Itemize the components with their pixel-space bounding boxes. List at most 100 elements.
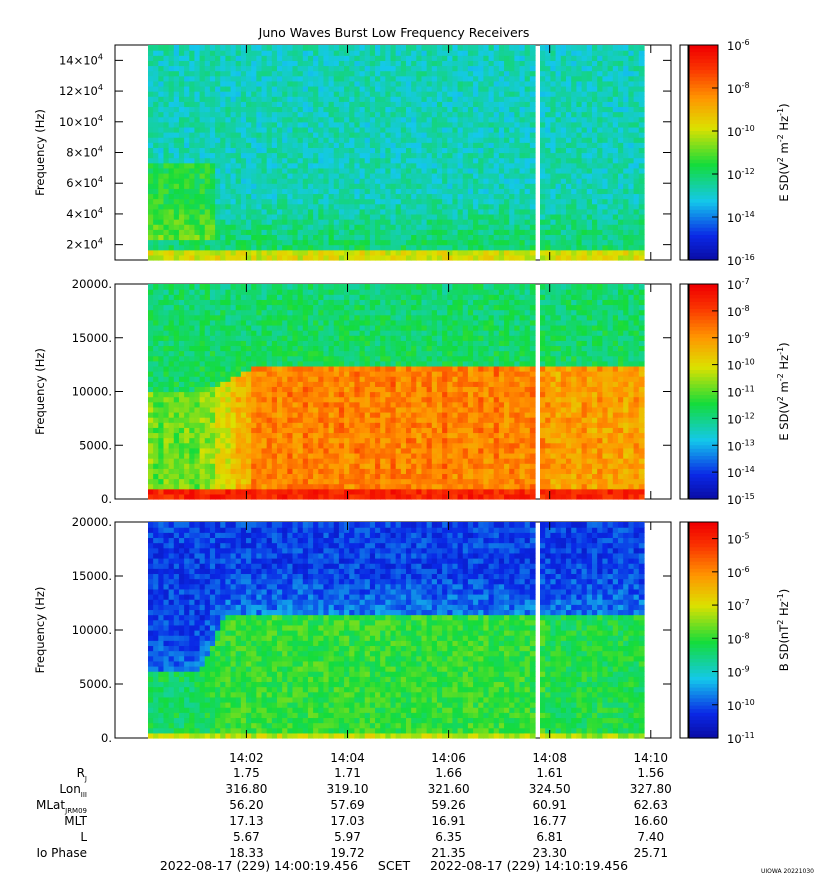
colorbar-cell [689, 145, 718, 150]
colorbar-cell [689, 547, 718, 552]
colorbar-cell [689, 62, 718, 68]
colorbar-cell [689, 608, 718, 613]
colorbar-cell [689, 316, 718, 321]
colorbar-cell [689, 532, 718, 537]
colorbar-cell [689, 594, 718, 599]
colorbar-cell [689, 177, 718, 182]
colorbar-cell [689, 52, 718, 57]
colorbar-cell [689, 84, 718, 89]
colorbar-cell [689, 550, 718, 555]
colorbar-cell [689, 105, 718, 111]
colorbar-cell [689, 323, 718, 328]
colorbar-cell [689, 395, 718, 400]
colorbar-cell [689, 91, 718, 96]
colorbar-cell [689, 601, 718, 606]
colorbar-cell [689, 554, 718, 559]
colorbar-cell [689, 213, 718, 218]
ephemeris-value: 21.35 [431, 846, 465, 860]
y-axis-label: Frequency (Hz) [33, 587, 47, 674]
colorbar-cell [689, 355, 718, 360]
colorbar-cell [689, 727, 718, 732]
colorbar-cell [689, 438, 718, 443]
colorbar-cell [689, 586, 718, 591]
colorbar-cell [689, 597, 718, 602]
colorbar-cell [689, 284, 718, 289]
ephemeris-value: 7.40 [637, 830, 664, 844]
colorbar-cell [689, 191, 718, 197]
colorbar-frame [688, 44, 719, 261]
colorbar-cell [689, 134, 718, 139]
colorbar-cell [689, 658, 718, 663]
colorbar-cell [689, 402, 718, 407]
colorbar-label: E SD(V2 m-2 Hz-1) [776, 342, 791, 440]
colorbar-cell [689, 116, 718, 121]
colorbar-cell [689, 448, 718, 454]
colorbar-cell [689, 536, 718, 541]
colorbar-cell [689, 242, 718, 247]
chart-title: Juno Waves Burst Low Frequency Receivers [258, 25, 530, 40]
colorbar-tick-label: 10-10 [727, 124, 755, 139]
colorbar-cell [689, 220, 718, 225]
ephemeris-value: 57.69 [330, 798, 364, 812]
colorbar-cell [689, 291, 718, 296]
panel-2: 0. 5000. 10000. 15000. 20000. Frequency (Hz) 1… [33, 277, 791, 507]
y-tick-label: 20000. [72, 515, 112, 529]
ephemeris-value: 19.72 [330, 846, 364, 860]
colorbar-tick-label: 10-15 [727, 492, 755, 507]
colorbar-cell [689, 298, 718, 303]
y-tick-label: 2×104 [66, 237, 103, 252]
colorbar-cell [689, 366, 718, 371]
colorbar-tick-label: 10-14 [727, 210, 755, 225]
colorbar-cell [689, 370, 718, 375]
colorbar-cell [689, 163, 718, 168]
spectrogram-cells [148, 522, 645, 739]
colorbar-cell [689, 579, 718, 584]
ephemeris-value: 62.63 [634, 798, 668, 812]
colorbar-cell [689, 341, 718, 346]
y-tick-label: 6×104 [66, 175, 103, 190]
colorbar-cell [689, 152, 718, 157]
x-tick-label: 14:08 [532, 751, 567, 765]
colorbar-cell [689, 384, 718, 389]
colorbar-cell [689, 705, 718, 710]
colorbar-tick-label: 10-8 [727, 631, 750, 646]
colorbar-tick-label: 10-11 [727, 731, 755, 746]
colorbar-cell [689, 55, 718, 60]
ephemeris-value: 56.20 [229, 798, 263, 812]
ephemeris-value: 1.66 [435, 766, 462, 780]
colorbar-cell [689, 463, 718, 468]
colorbar-cell [689, 166, 718, 172]
y-tick-label: 0. [101, 731, 112, 745]
ephemeris-row-label: MLT [64, 814, 87, 828]
colorbar-cell [689, 416, 718, 421]
colorbar-cell [689, 651, 718, 656]
colorbar-cell [689, 252, 718, 258]
colorbar-cell [689, 245, 718, 250]
ephemeris-value: 1.75 [233, 766, 260, 780]
ephemeris-value: 59.26 [431, 798, 465, 812]
colorbar-cell [689, 102, 718, 107]
colorbar-cell [689, 359, 718, 364]
colorbar: 10-7 10-8 10-9 10-10 10-11 10-12 10-13 10-14 10-… [679, 277, 791, 507]
colorbar: 10-5 10-6 10-7 10-8 10-9 10-10 10-11 B SD(nT2 H… [679, 521, 791, 746]
colorbar-label: E SD(V2 m-2 Hz-1) [776, 103, 791, 201]
colorbar-cell [689, 305, 718, 310]
y-tick-label: 15000. [72, 569, 112, 583]
colorbar-cell [689, 420, 718, 425]
y-tick-label: 10×104 [59, 114, 103, 129]
colorbar-cell [689, 70, 718, 75]
colorbar-cell [689, 95, 718, 100]
colorbar-cell [689, 662, 718, 667]
spectrogram-cells [148, 284, 645, 500]
colorbar-cell [689, 88, 718, 93]
colorbar-tick-label: 10-8 [727, 304, 750, 319]
colorbar-cell [689, 217, 718, 222]
colorbar-cell [689, 633, 718, 638]
y-tick-label: 10000. [72, 385, 112, 399]
panel-3: 0. 5000. 10000. 15000. 20000. Frequency (Hz) 1… [33, 515, 791, 746]
ephemeris-value: 17.03 [330, 814, 364, 828]
colorbar-cell [689, 673, 718, 678]
colorbar-cell [689, 141, 718, 146]
ephemeris-value: 23.30 [533, 846, 567, 860]
colorbar-cell [689, 572, 718, 577]
